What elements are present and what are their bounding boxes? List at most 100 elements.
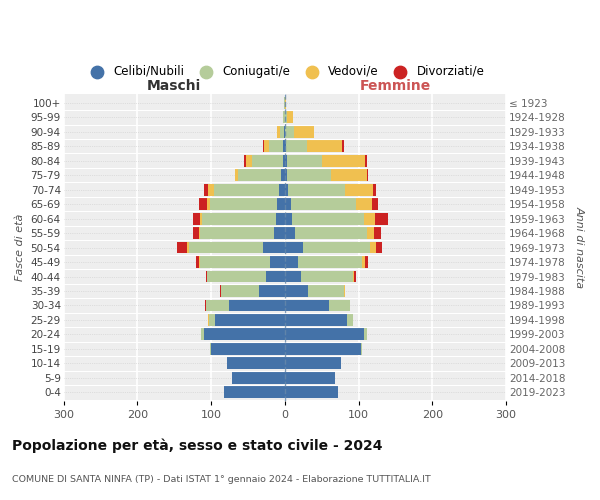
Bar xyxy=(374,227,380,239)
Bar xyxy=(285,227,295,239)
Bar xyxy=(284,126,285,138)
Bar xyxy=(283,112,285,123)
Bar xyxy=(301,270,353,282)
Y-axis label: Anni di nascita: Anni di nascita xyxy=(575,206,585,288)
Bar xyxy=(345,184,373,196)
Bar xyxy=(285,300,329,312)
Bar xyxy=(266,270,285,282)
Bar xyxy=(367,170,368,181)
Text: Maschi: Maschi xyxy=(147,78,202,92)
Bar xyxy=(209,198,277,210)
Bar xyxy=(202,212,276,224)
Bar xyxy=(344,285,345,297)
Bar xyxy=(365,256,368,268)
Bar xyxy=(199,227,200,239)
Bar xyxy=(270,256,285,268)
Bar xyxy=(367,227,374,239)
Bar xyxy=(354,270,356,282)
Bar xyxy=(193,227,199,239)
Bar xyxy=(287,155,322,166)
Text: COMUNE DI SANTA NINFA (TP) - Dati ISTAT 1° gennaio 2024 - Elaborazione TUTTITALI: COMUNE DI SANTA NINFA (TP) - Dati ISTAT … xyxy=(12,476,431,484)
Bar xyxy=(259,285,285,297)
Bar xyxy=(285,212,292,224)
Bar xyxy=(285,140,286,152)
Bar xyxy=(375,212,388,224)
Bar xyxy=(343,140,344,152)
Bar xyxy=(246,155,251,166)
Bar xyxy=(276,212,285,224)
Bar xyxy=(203,328,285,340)
Bar xyxy=(209,343,211,355)
Bar xyxy=(329,300,350,312)
Bar xyxy=(285,242,302,254)
Bar xyxy=(200,256,270,268)
Bar xyxy=(285,126,293,138)
Bar xyxy=(285,343,361,355)
Bar xyxy=(277,126,280,138)
Bar xyxy=(205,300,206,312)
Bar xyxy=(189,242,263,254)
Bar xyxy=(274,227,285,239)
Bar xyxy=(353,270,354,282)
Bar xyxy=(199,198,206,210)
Text: Popolazione per età, sesso e stato civile - 2024: Popolazione per età, sesso e stato civil… xyxy=(12,438,383,453)
Bar xyxy=(244,155,246,166)
Bar xyxy=(285,256,298,268)
Bar xyxy=(208,314,209,326)
Bar xyxy=(206,198,209,210)
Bar xyxy=(287,112,293,123)
Bar xyxy=(295,227,367,239)
Bar xyxy=(214,184,279,196)
Bar xyxy=(322,155,365,166)
Bar xyxy=(221,285,259,297)
Bar xyxy=(238,170,281,181)
Bar xyxy=(196,256,199,268)
Bar xyxy=(205,184,208,196)
Bar xyxy=(263,242,285,254)
Bar xyxy=(283,140,285,152)
Bar xyxy=(177,242,187,254)
Bar xyxy=(356,198,372,210)
Bar xyxy=(331,170,367,181)
Bar xyxy=(293,126,314,138)
Bar xyxy=(220,285,221,297)
Bar xyxy=(365,155,367,166)
Bar xyxy=(206,270,208,282)
Bar xyxy=(291,198,356,210)
Bar xyxy=(285,358,341,370)
Bar xyxy=(362,256,365,268)
Bar xyxy=(285,314,347,326)
Bar xyxy=(211,343,285,355)
Bar xyxy=(235,170,238,181)
Bar xyxy=(264,140,269,152)
Bar xyxy=(206,300,229,312)
Bar xyxy=(201,328,203,340)
Bar xyxy=(285,372,335,384)
Bar xyxy=(285,155,287,166)
Bar xyxy=(209,314,215,326)
Bar xyxy=(280,126,284,138)
Bar xyxy=(287,170,331,181)
Bar xyxy=(284,97,285,109)
Bar xyxy=(200,212,202,224)
Bar xyxy=(288,184,345,196)
Bar xyxy=(285,270,301,282)
Y-axis label: Fasce di età: Fasce di età xyxy=(15,214,25,281)
Bar xyxy=(285,97,286,109)
Bar xyxy=(285,198,291,210)
Bar xyxy=(285,328,364,340)
Bar xyxy=(308,285,344,297)
Bar xyxy=(279,184,285,196)
Bar xyxy=(302,242,370,254)
Bar xyxy=(208,270,266,282)
Bar xyxy=(283,155,285,166)
Bar xyxy=(364,328,367,340)
Bar xyxy=(286,140,307,152)
Bar xyxy=(232,372,285,384)
Bar xyxy=(215,314,285,326)
Bar xyxy=(376,242,382,254)
Bar xyxy=(200,227,274,239)
Bar xyxy=(224,386,285,398)
Bar xyxy=(229,300,285,312)
Bar xyxy=(373,184,376,196)
